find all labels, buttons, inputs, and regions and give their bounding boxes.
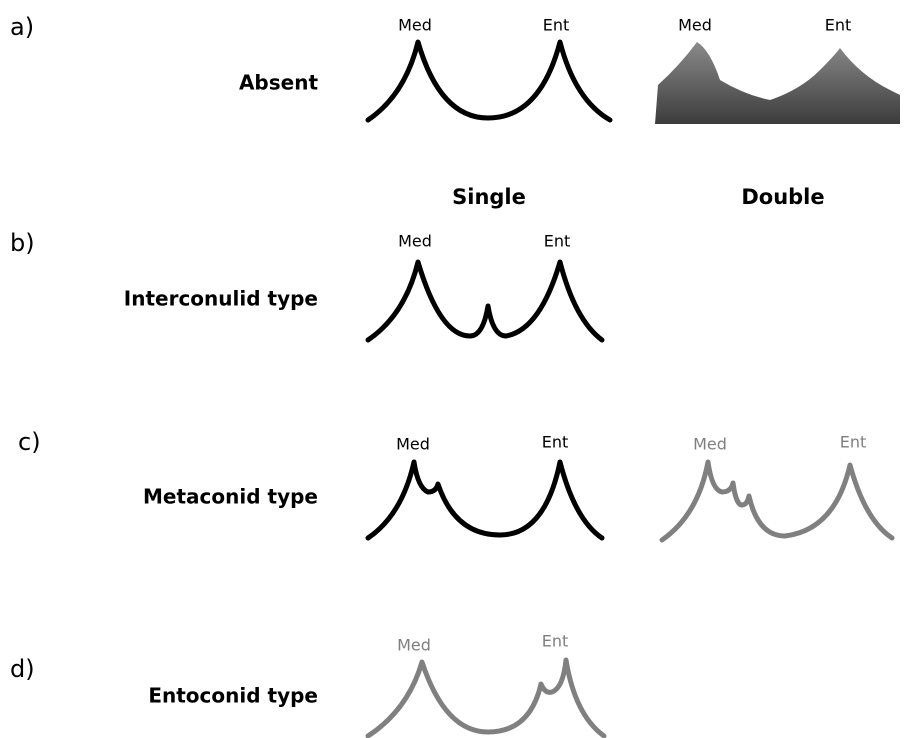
cusp-label: Med — [398, 232, 432, 251]
cusp-label: Med — [397, 636, 431, 655]
row-letter: c) — [18, 428, 41, 456]
profile — [365, 459, 605, 541]
column-header: Single — [452, 185, 526, 209]
profile — [365, 39, 613, 123]
row-letter: b) — [10, 229, 35, 257]
profile — [659, 459, 895, 543]
row-letter: a) — [10, 13, 34, 41]
cusp-label: Med — [398, 16, 432, 35]
profile — [365, 657, 607, 738]
cusp-label: Ent — [543, 16, 570, 35]
column-header: Double — [741, 185, 824, 209]
row-label: Metaconid type — [143, 485, 318, 509]
cusp-label: Med — [693, 435, 727, 454]
cusp-label: Med — [678, 16, 712, 35]
render-3d — [655, 42, 900, 124]
cusp-label: Med — [396, 435, 430, 454]
cusp-label: Ent — [542, 632, 569, 651]
row-label: Interconulid type — [124, 287, 318, 311]
cusp-label: Ent — [542, 433, 569, 452]
profile — [365, 259, 605, 343]
row-label: Absent — [239, 71, 319, 95]
row-letter: d) — [10, 655, 35, 683]
row-label: Entoconid type — [148, 684, 318, 708]
cusp-label: Ent — [544, 232, 571, 251]
cusp-label: Ent — [825, 16, 852, 35]
cusp-label: Ent — [840, 433, 867, 452]
